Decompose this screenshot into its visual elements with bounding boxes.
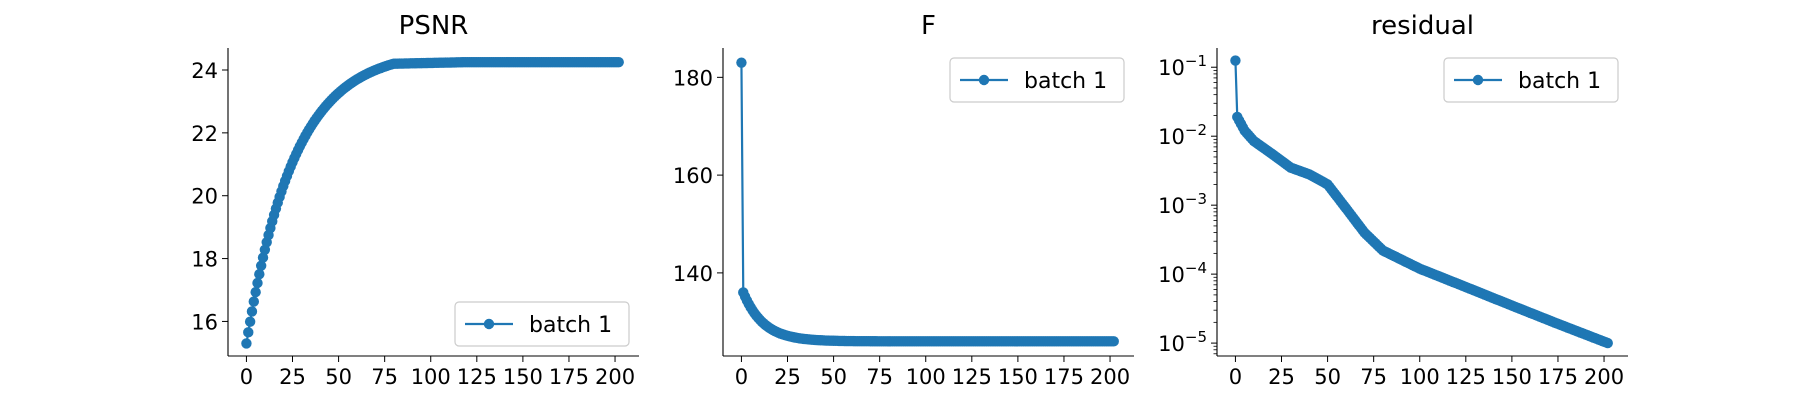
data-point	[613, 56, 624, 68]
x-tick-label: 100	[411, 365, 451, 389]
data-point	[250, 286, 261, 298]
y-tick-label: 10−5	[1158, 328, 1207, 356]
x-tick-label: 175	[549, 365, 589, 389]
data-point	[246, 306, 258, 317]
x-tick-label: 150	[998, 365, 1038, 389]
series-line	[740, 62, 1114, 343]
data-point	[255, 260, 267, 271]
data-point	[1602, 337, 1613, 349]
x-tick-label: 125	[952, 365, 992, 389]
y-tick-label: 16	[191, 310, 218, 334]
x-tick-label: 50	[325, 365, 352, 389]
x-tick-label: 150	[1492, 365, 1532, 389]
x-tick-label: 100	[906, 365, 946, 389]
data-point	[254, 269, 265, 280]
y-tick-label: 24	[191, 59, 218, 83]
x-tick-label: 25	[774, 365, 801, 389]
x-tick-label: 200	[595, 365, 635, 389]
x-tick-label: 0	[1229, 365, 1242, 389]
x-tick-label: 50	[820, 365, 847, 389]
y-tick-label: 180	[673, 66, 713, 90]
chart-title: PSNR	[399, 11, 469, 41]
y-tick-label: 10−1	[1158, 52, 1207, 80]
data-point	[257, 252, 269, 263]
x-tick-label: 200	[1584, 365, 1624, 389]
chart-title: residual	[1371, 11, 1474, 41]
legend: batch 1	[949, 57, 1125, 103]
data-point	[1230, 55, 1241, 66]
data-point	[1108, 336, 1119, 347]
x-tick-label: 75	[371, 365, 398, 389]
data-point	[736, 57, 747, 68]
y-tick-label: 22	[191, 122, 218, 146]
x-tick-label: 175	[1538, 365, 1578, 389]
data-point	[244, 316, 256, 327]
x-tick-label: 175	[1044, 365, 1084, 389]
chart-panel: F 0 25 50 75 100 125 150 175 200 140 160 180 batch 1	[673, 11, 1134, 389]
legend-label: batch 1	[529, 313, 612, 338]
x-tick-label: 125	[1446, 365, 1486, 389]
x-tick-label: 100	[1400, 365, 1440, 389]
data-point	[248, 296, 259, 307]
data-point	[243, 327, 254, 338]
x-tick-label: 0	[735, 365, 748, 389]
x-tick-label: 75	[866, 365, 893, 389]
legend-box	[1443, 57, 1619, 103]
legend-box	[454, 301, 630, 347]
series-line	[1234, 60, 1609, 345]
legend: batch 1	[1443, 57, 1619, 103]
y-tick-label: 18	[191, 248, 218, 272]
series-line	[245, 61, 619, 344]
data-point	[241, 338, 252, 349]
legend-marker	[1472, 74, 1484, 86]
y-tick-label: 10−3	[1158, 190, 1207, 218]
x-tick-label: 125	[457, 365, 497, 389]
y-tick-label: 160	[673, 164, 713, 188]
x-tick-label: 50	[1314, 365, 1341, 389]
data-point	[252, 277, 263, 289]
x-tick-label: 75	[1360, 365, 1387, 389]
x-tick-label: 0	[240, 365, 253, 389]
chart-panel: PSNR 0 25 50 75 100 125 150 175 200 16 18 20 22 24 batc…	[191, 11, 639, 389]
legend: batch 1	[454, 301, 630, 347]
y-tick-label: 20	[191, 185, 218, 209]
x-tick-label: 150	[503, 365, 543, 389]
legend-marker	[483, 318, 495, 330]
legend-label: batch 1	[1024, 69, 1107, 94]
y-tick-label: 10−2	[1158, 121, 1207, 149]
legend-marker	[978, 74, 990, 86]
x-tick-label: 25	[279, 365, 306, 389]
chart-title: F	[921, 11, 936, 41]
y-tick-label: 10−4	[1158, 259, 1207, 287]
y-tick-label: 140	[673, 262, 713, 286]
chart-panel: residual 0 25 50 75 100 125 150 175 200 10−5 10−4 10…	[1158, 11, 1628, 389]
x-tick-label: 25	[1268, 365, 1295, 389]
x-tick-label: 200	[1090, 365, 1130, 389]
legend-label: batch 1	[1518, 69, 1601, 94]
legend-box	[949, 57, 1125, 103]
